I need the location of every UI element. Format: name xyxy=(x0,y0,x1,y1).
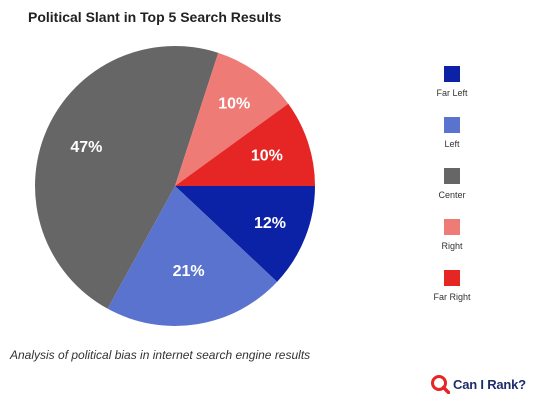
brand-name: Can I Rank? xyxy=(453,376,526,392)
brand-logo: Can I Rank? xyxy=(430,374,526,394)
chart-title: Political Slant in Top 5 Search Results xyxy=(28,9,282,25)
legend-swatch-right xyxy=(444,219,460,235)
pie-label-far-left: 12% xyxy=(254,215,286,232)
legend-swatch-far-right xyxy=(444,270,460,286)
legend-item-left: Left xyxy=(420,117,496,157)
legend-swatch-center xyxy=(444,168,460,184)
legend-item-far-left: Far Left xyxy=(420,66,496,106)
legend-label-far-left: Far Left xyxy=(436,88,468,98)
pie-slice-right xyxy=(175,52,289,187)
pie-label-right: 10% xyxy=(218,96,250,113)
chart-caption: Analysis of political bias in internet s… xyxy=(10,348,311,362)
pie-label-center: 47% xyxy=(70,139,102,156)
magnifier-logo-icon xyxy=(431,375,450,394)
legend-item-right: Right xyxy=(420,219,496,259)
pie-label-left: 21% xyxy=(173,263,205,280)
legend-item-far-right: Far Right xyxy=(420,270,496,310)
legend-swatch-left xyxy=(444,117,460,133)
legend-label-right: Right xyxy=(441,241,463,251)
legend-swatch-far-left xyxy=(444,66,460,82)
pie-slice-left xyxy=(107,186,278,327)
legend-label-left: Left xyxy=(444,139,460,149)
pie-slice-center xyxy=(35,46,219,309)
pie-slice-far-right xyxy=(175,103,315,186)
pie-label-far-right: 10% xyxy=(251,147,283,164)
legend-label-center: Center xyxy=(438,190,466,200)
legend-item-center: Center xyxy=(420,168,496,208)
legend-label-far-right: Far Right xyxy=(433,292,471,302)
pie-slice-far-left xyxy=(175,186,315,282)
